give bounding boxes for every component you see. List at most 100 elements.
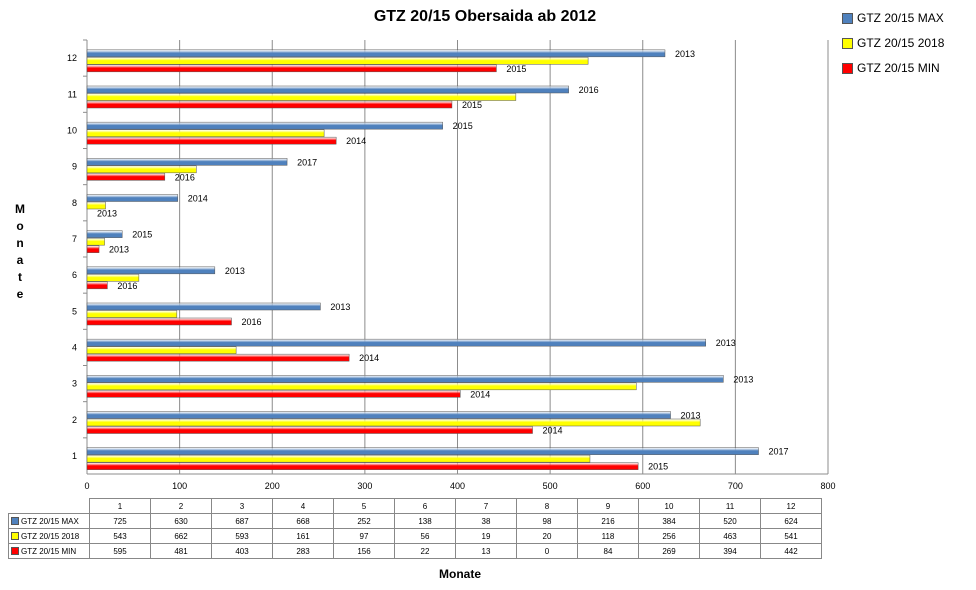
- y-tick-label: 2: [72, 415, 77, 425]
- legend-item-min: GTZ 20/15 MIN: [842, 60, 944, 76]
- bar-gtz-20-15-2018-3: [86, 382, 637, 391]
- table-header-cell: 9: [577, 498, 639, 514]
- y-tick-label: 8: [72, 198, 77, 208]
- x-tick-label: 600: [635, 481, 650, 491]
- data-label-year: 2013: [733, 374, 753, 384]
- table-cell: 252: [333, 513, 395, 529]
- bar-gtz-20-15-2018-12: [86, 57, 589, 65]
- table-cell: 442: [760, 543, 822, 559]
- data-label-year: 2014: [470, 389, 490, 399]
- bar-gtz-20-15-2018-9: [86, 165, 197, 174]
- table-cell: 118: [577, 528, 639, 544]
- table-header-cell: 2: [150, 498, 212, 514]
- bar-gtz-20-15-max-1: [86, 447, 759, 455]
- bar-gtz-20-15-min-5: [86, 317, 232, 326]
- data-label-year: 2013: [330, 302, 350, 312]
- y-tick-label: 6: [72, 270, 77, 280]
- y-tick-label: 1: [72, 451, 77, 461]
- table-series-swatch: [11, 532, 19, 541]
- data-label-year: 2014: [359, 353, 379, 363]
- table-cell: 20: [516, 528, 578, 544]
- y-axis-title-letter: a: [16, 253, 24, 267]
- table-cell: 216: [577, 513, 639, 529]
- table-header-row: 1 2 3 4 5 6 7 8 9 10 11 12: [8, 498, 822, 514]
- bar-gtz-20-15-2018-1: [86, 454, 591, 463]
- data-label-year: 2016: [117, 281, 137, 291]
- table-series-swatch: [11, 547, 19, 556]
- data-label-year: 2015: [132, 230, 152, 240]
- y-tick-label: 12: [67, 53, 77, 63]
- table-header-cell: 4: [272, 498, 334, 514]
- data-label-year: 2013: [109, 245, 129, 255]
- table-header-cell: 7: [455, 498, 517, 514]
- table-header-cell: 1: [89, 498, 151, 514]
- table-row: GTZ 20/15 MIN 595 481 403 283 156 22 13 0 84 269 39…: [8, 543, 822, 559]
- data-label-year: 2015: [453, 121, 473, 131]
- table-cell: 520: [699, 513, 761, 529]
- table-cell: 668: [272, 513, 334, 529]
- table-series-name: GTZ 20/15 MAX: [8, 513, 90, 529]
- bar-gtz-20-15-max-8: [86, 194, 179, 202]
- x-tick-label: 100: [172, 481, 187, 491]
- y-tick-label: 3: [72, 379, 77, 389]
- table-cell: 0: [516, 543, 578, 559]
- data-label-year: 2014: [346, 136, 366, 146]
- table-header-cell: 11: [699, 498, 761, 514]
- bar-gtz-20-15-min-10: [86, 136, 337, 145]
- x-tick-label: 500: [543, 481, 558, 491]
- table-header-cell: 6: [394, 498, 456, 514]
- chart-title: GTZ 20/15 Obersaida ab 2012: [373, 8, 597, 25]
- table-cell: 56: [394, 528, 456, 544]
- x-tick-label: 800: [820, 481, 835, 491]
- y-tick-label: 4: [72, 342, 77, 352]
- y-tick-label: 7: [72, 234, 77, 244]
- y-axis-title-letter: o: [16, 219, 24, 233]
- table-cell: 384: [638, 513, 700, 529]
- bar-gtz-20-15-max-12: [86, 49, 666, 58]
- legend-swatch-min: [842, 62, 853, 74]
- x-tick-label: 300: [357, 481, 372, 491]
- table-header-cell: 12: [760, 498, 822, 514]
- table-cell: 269: [638, 543, 700, 559]
- y-tick-label: 9: [72, 162, 77, 172]
- data-label-year: 2015: [462, 100, 482, 110]
- table-cell: 595: [89, 543, 151, 559]
- table-cell: 593: [211, 528, 273, 544]
- y-axis-title-letter: t: [18, 270, 22, 284]
- table-cell: 687: [211, 513, 273, 529]
- x-axis-title: Monate: [439, 567, 481, 581]
- data-label-year: 2013: [716, 338, 736, 348]
- table-header-cell: 8: [516, 498, 578, 514]
- table-header-cell: 5: [333, 498, 395, 514]
- table-cell: 463: [699, 528, 761, 544]
- bar-gtz-20-15-2018-10: [86, 129, 325, 137]
- table-cell: 13: [455, 543, 517, 559]
- y-tick-label: 10: [67, 125, 77, 135]
- table-header-cell: 3: [211, 498, 273, 514]
- bar-gtz-20-15-2018-4: [86, 346, 237, 354]
- legend-label-min: GTZ 20/15 MIN: [857, 61, 940, 75]
- legend-swatch-2018: [842, 37, 853, 49]
- table-cell: 256: [638, 528, 700, 544]
- table-cell: 22: [394, 543, 456, 559]
- table-cell: 97: [333, 528, 395, 544]
- y-axis-title-letter: M: [15, 202, 25, 216]
- legend-item-max: GTZ 20/15 MAX: [842, 10, 944, 26]
- bar-gtz-20-15-max-6: [86, 266, 216, 275]
- bar-gtz-20-15-min-6: [86, 281, 108, 290]
- data-label-year: 2017: [297, 157, 317, 167]
- y-tick-label: 5: [72, 306, 77, 316]
- bar-gtz-20-15-2018-7: [86, 237, 105, 246]
- y-axis-title-letter: n: [16, 236, 24, 250]
- bar-gtz-20-15-max-5: [86, 302, 321, 311]
- y-axis-title-letter: e: [16, 287, 24, 301]
- x-tick-label: 400: [450, 481, 465, 491]
- data-label-year: 2013: [97, 209, 117, 219]
- data-label-year: 2016: [175, 172, 195, 182]
- bar-gtz-20-15-max-10: [86, 121, 443, 130]
- table-cell: 84: [577, 543, 639, 559]
- table-cell: 624: [760, 513, 822, 529]
- bar-gtz-20-15-max-11: [86, 85, 569, 94]
